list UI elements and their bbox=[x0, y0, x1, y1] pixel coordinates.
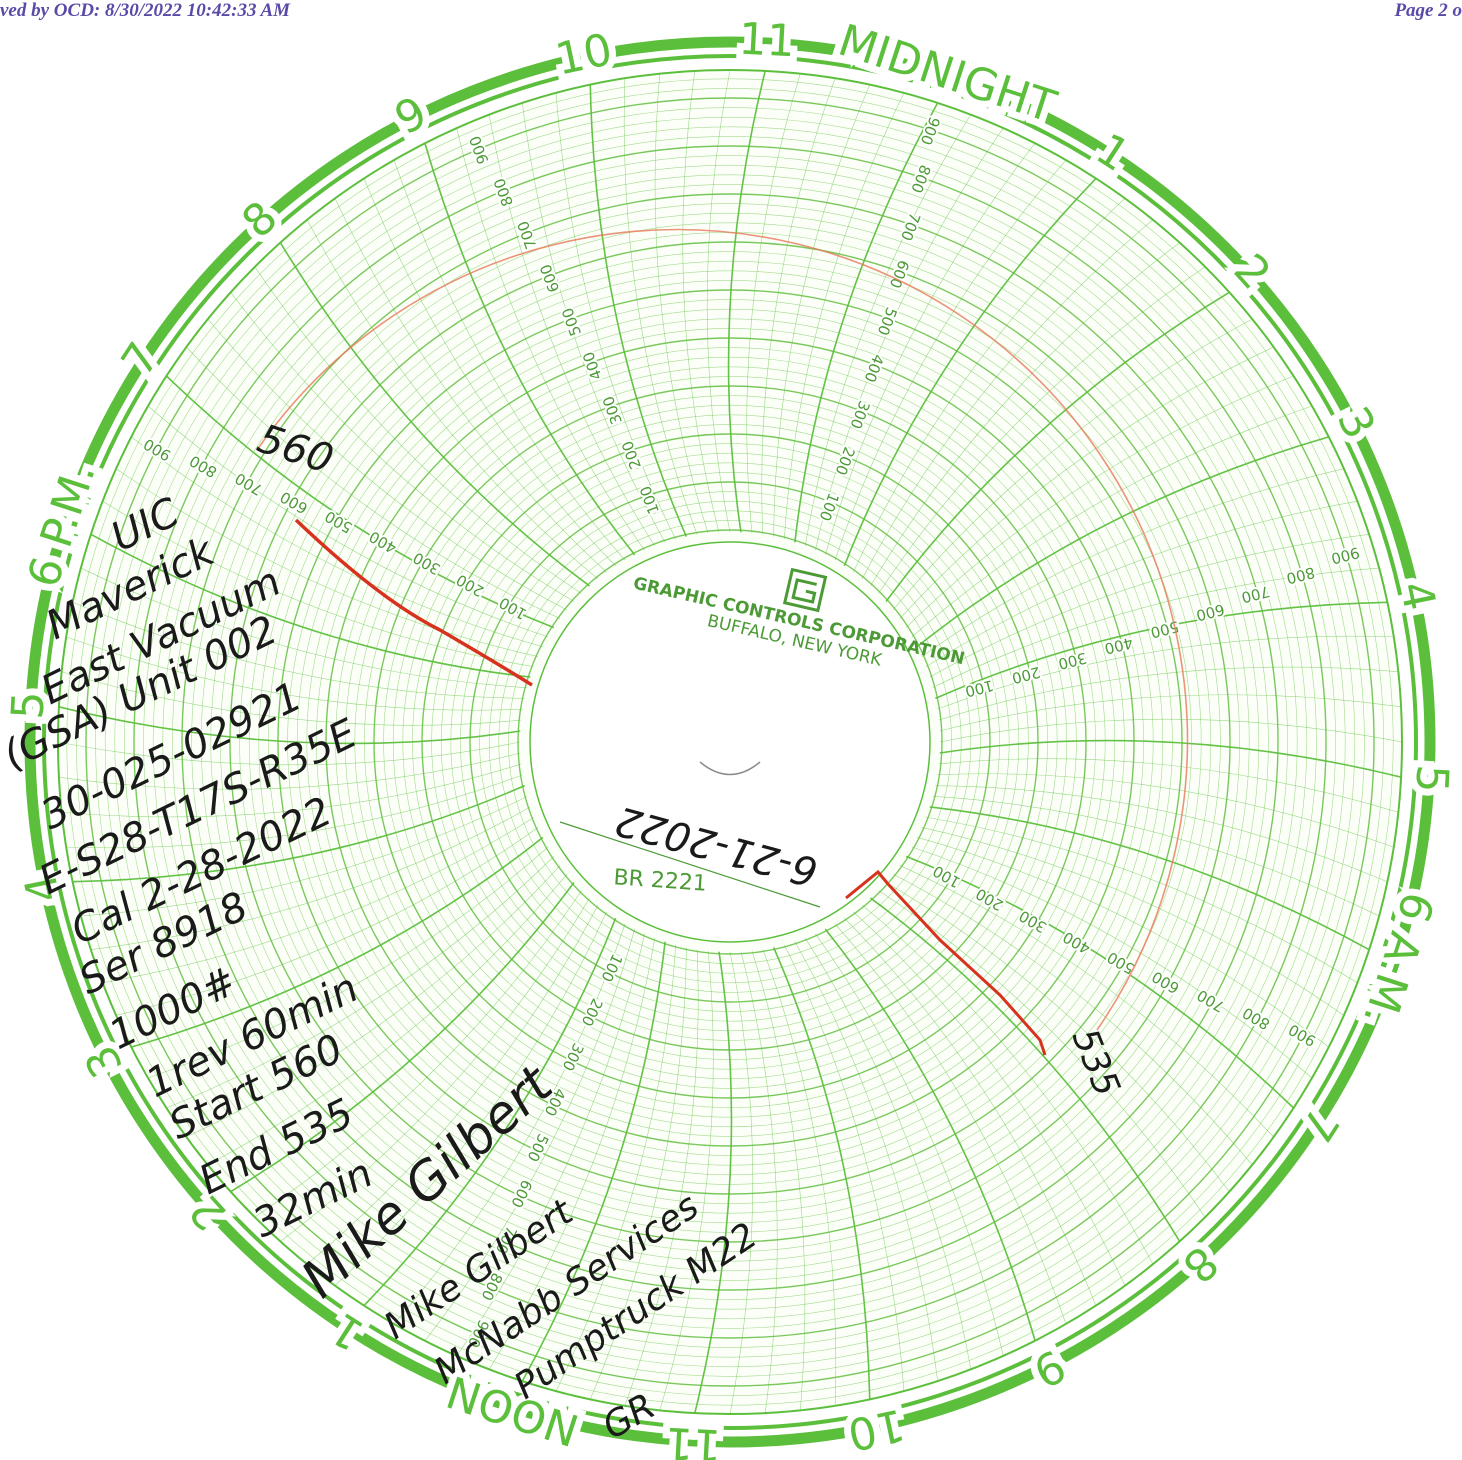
page-number: Page 2 o bbox=[1393, 0, 1462, 21]
hour-label: 11 bbox=[737, 14, 796, 68]
hour-label: 5 bbox=[1405, 763, 1457, 794]
chart-scan: ved by OCD: 8/30/2022 10:42:33 AM Page 2… bbox=[0, 0, 1462, 1460]
received-stamp: ved by OCD: 8/30/2022 10:42:33 AM bbox=[0, 0, 291, 21]
hour-label: 11 bbox=[664, 1417, 723, 1460]
